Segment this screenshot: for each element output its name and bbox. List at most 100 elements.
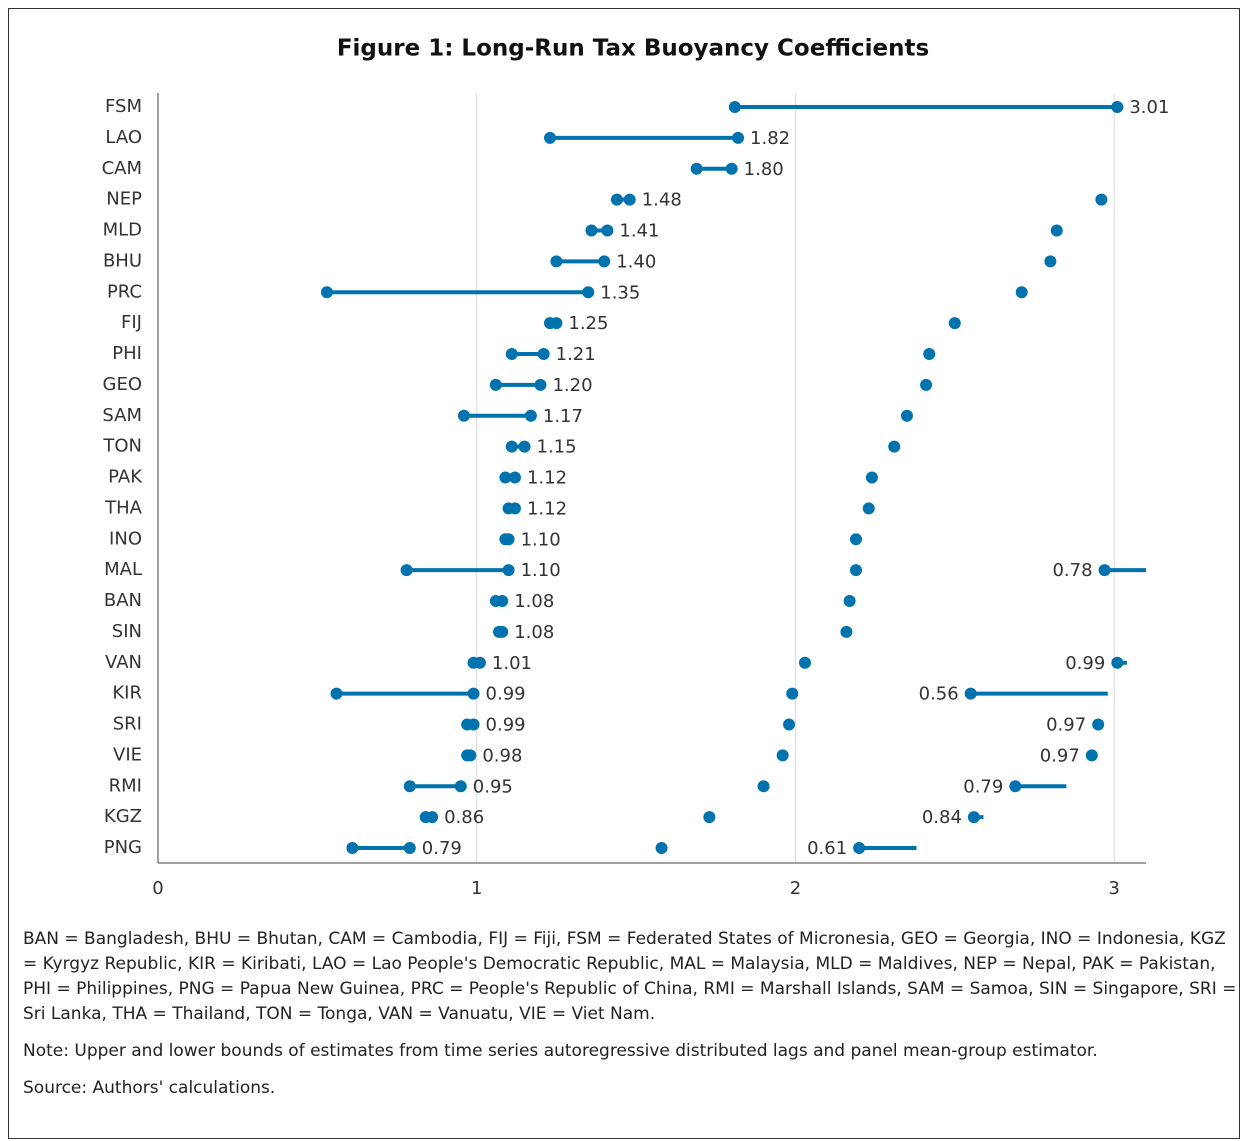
lower-dot [489,378,502,391]
y-tick-label: RMI [109,775,142,796]
dot [757,780,770,793]
dot [1111,656,1124,669]
y-tick-label: PAK [108,467,143,488]
y-tick-label: CAM [102,158,142,179]
abbreviations: BAN = Bangladesh, BHU = Bhutan, CAM = Ca… [23,929,1237,1024]
dot [923,348,936,360]
dot [1085,749,1098,762]
upper-dot [464,749,477,762]
value-label: 0.61 [807,838,847,859]
upper-dot [732,131,745,144]
value-label: 1.82 [750,128,790,149]
dot [1044,255,1057,268]
value-label: 0.56 [919,684,959,705]
y-tick-label: THA [104,497,143,518]
value-label: 0.99 [486,684,526,705]
value-label: 1.25 [568,313,608,334]
x-tick-label: 1 [471,878,482,899]
value-label: 1.80 [744,159,784,180]
y-tick-label: MAL [104,559,142,580]
value-label: 0.79 [422,838,462,859]
lower-dot [550,255,563,268]
upper-dot [601,224,614,237]
dot [655,842,668,854]
note: Note: Upper and lower bounds of estimate… [23,1041,1098,1061]
y-tick-label: BAN [104,590,142,611]
y-tick-label: VIE [113,744,142,765]
upper-dot [518,440,531,453]
upper-dot [502,533,515,546]
upper-dot [623,193,636,206]
value-label: 0.99 [486,715,526,736]
lower-dot [400,564,413,577]
value-label: 0.78 [1052,560,1092,581]
upper-dot [598,255,611,268]
dot [1015,286,1028,299]
value-label: 1.40 [616,251,656,272]
value-label: 0.97 [1046,715,1086,736]
value-label: 1.08 [514,622,554,643]
y-tick-label: KIR [112,683,142,704]
lower-dot [403,780,416,793]
upper-dot [508,502,521,515]
y-tick-label: PHI [112,343,142,364]
dot [964,687,977,700]
upper-dot [467,687,480,700]
dot [862,502,875,515]
x-tick-label: 0 [152,878,163,899]
dot [853,842,866,854]
lower-dot [320,286,333,299]
upper-dot [403,842,416,854]
y-tick-label: SRI [113,714,142,735]
upper-dot [496,595,509,607]
figure: Figure 1: Long-Run Tax Buoyancy Coeffici… [8,8,1240,1139]
y-tick-label: SIN [112,621,142,642]
dot [1050,224,1063,237]
dot [888,440,901,453]
lower-dot [505,348,518,360]
dot [967,811,980,824]
dot [920,378,933,391]
value-label: 1.01 [492,653,532,674]
lower-dot [346,842,359,854]
y-tick-label: LAO [105,127,142,148]
dot [1095,193,1108,206]
x-tick-label: 3 [1108,878,1119,899]
value-label: 1.20 [552,375,592,396]
upper-dot [508,471,521,484]
value-label: 1.08 [514,591,554,612]
value-label: 3.01 [1129,97,1169,118]
value-label: 0.97 [1040,745,1080,766]
y-tick-label: PNG [104,837,142,858]
dot [843,595,856,607]
value-label: 0.95 [473,776,513,797]
upper-dot [1111,101,1124,113]
value-label: 1.21 [556,344,596,365]
y-tick-label: KGZ [104,806,142,827]
dot [900,409,913,422]
value-label: 1.15 [537,437,577,458]
dot [783,718,796,731]
upper-dot [550,317,563,330]
dot [849,564,862,577]
y-tick-label: INO [109,528,142,549]
y-tick-label: PRC [107,281,142,302]
dot [798,656,811,669]
upper-dot [467,718,480,731]
chart-title: Figure 1: Long-Run Tax Buoyancy Coeffici… [337,36,929,62]
value-label: 0.98 [482,745,522,766]
dot [1009,780,1022,793]
y-tick-label: MLD [103,220,142,241]
y-tick-label: VAN [105,652,142,673]
dot [849,533,862,546]
value-label: 1.10 [521,560,561,581]
upper-dot [496,625,509,638]
y-tick-label: GEO [103,374,143,395]
value-label: 1.35 [600,282,640,303]
source: Source: Authors' calculations. [23,1078,276,1098]
upper-dot [582,286,595,299]
upper-dot [454,780,467,793]
value-label: 0.84 [922,807,962,828]
lower-dot [505,440,518,453]
y-tick-label: TON [102,436,142,457]
